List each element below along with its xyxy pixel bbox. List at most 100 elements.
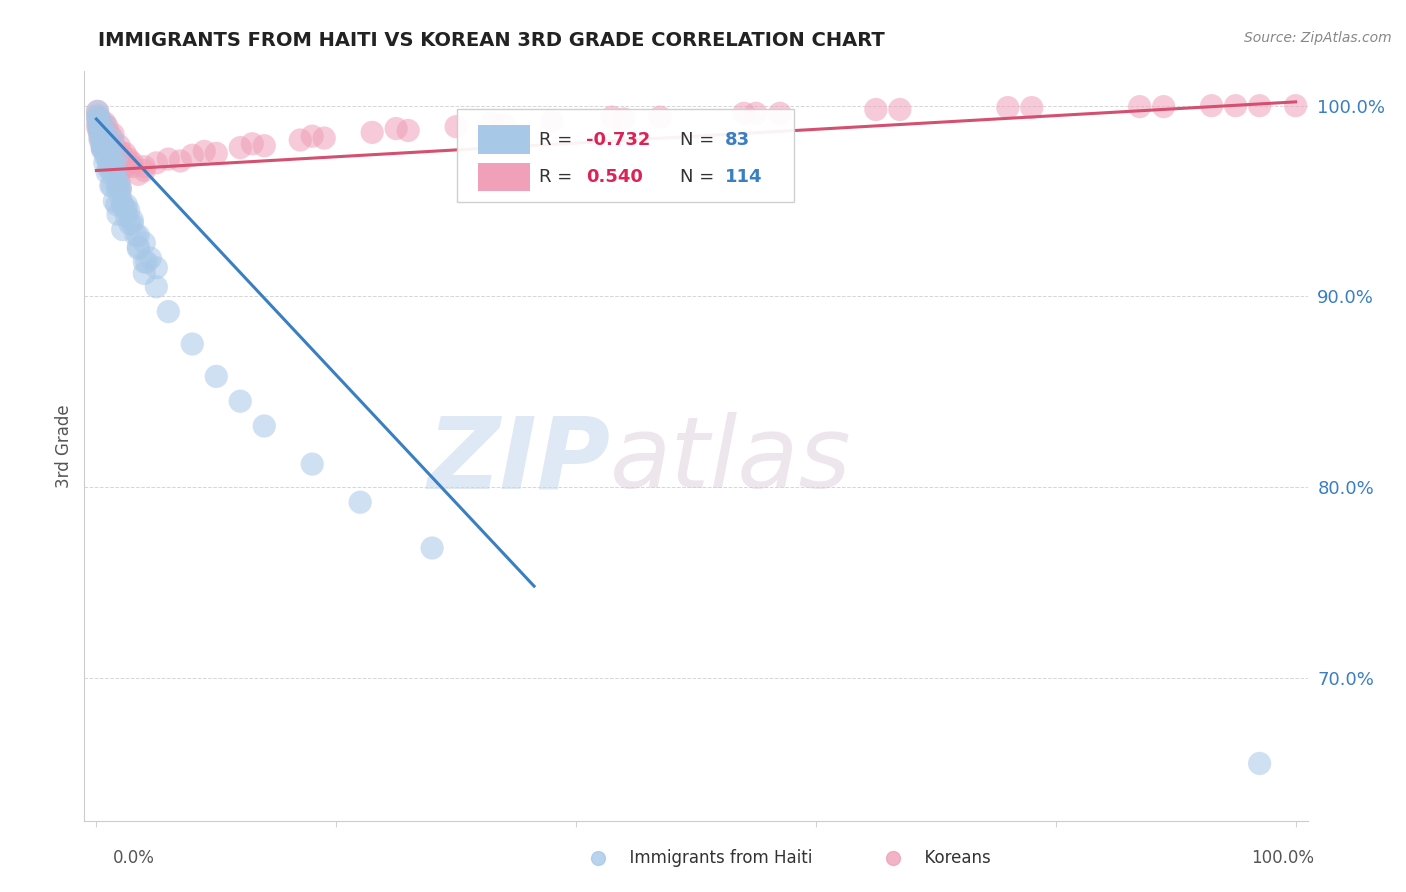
Point — [193, 145, 215, 159]
Point — [114, 146, 136, 161]
Point — [90, 128, 112, 142]
Text: 0.0%: 0.0% — [112, 849, 155, 867]
Point — [115, 209, 138, 223]
Point — [103, 148, 125, 162]
Point — [134, 267, 156, 281]
Point — [290, 133, 312, 147]
Point — [86, 104, 108, 119]
Point — [101, 128, 124, 142]
Point — [104, 165, 127, 179]
Point — [541, 114, 564, 128]
Text: Immigrants from Haiti: Immigrants from Haiti — [619, 849, 813, 867]
Text: 114: 114 — [725, 168, 763, 186]
Point — [107, 207, 129, 221]
Point — [444, 120, 467, 134]
Point — [94, 123, 117, 137]
Point — [100, 148, 122, 162]
Point — [745, 106, 768, 120]
Point — [1225, 98, 1247, 112]
Point — [110, 146, 132, 161]
Text: IMMIGRANTS FROM HAITI VS KOREAN 3RD GRADE CORRELATION CHART: IMMIGRANTS FROM HAITI VS KOREAN 3RD GRAD… — [98, 31, 886, 50]
Point — [93, 140, 117, 154]
Point — [87, 118, 110, 132]
Point — [229, 394, 252, 409]
Point — [93, 156, 117, 170]
Point — [1249, 756, 1271, 771]
Point — [87, 112, 110, 126]
Point — [86, 108, 108, 122]
Point — [108, 148, 131, 162]
Point — [86, 110, 108, 124]
Point — [127, 228, 149, 243]
Point — [96, 131, 118, 145]
Point — [114, 156, 136, 170]
Point — [111, 198, 134, 212]
Point — [253, 138, 276, 153]
Point — [1129, 100, 1152, 114]
Point — [108, 183, 131, 197]
Text: 83: 83 — [725, 130, 751, 149]
Point — [600, 110, 623, 124]
Point — [108, 138, 131, 153]
Point — [94, 128, 117, 142]
Point — [104, 156, 127, 170]
Point — [349, 495, 371, 509]
Point — [100, 178, 122, 193]
Point — [105, 178, 128, 193]
Point — [101, 178, 124, 193]
Point — [107, 180, 129, 194]
Point — [1249, 98, 1271, 112]
Point — [118, 217, 141, 231]
Point — [118, 152, 141, 166]
Point — [110, 183, 132, 197]
Point — [100, 153, 122, 168]
Point — [98, 146, 121, 161]
Point — [103, 146, 125, 161]
Point — [157, 304, 180, 318]
Y-axis label: 3rd Grade: 3rd Grade — [55, 404, 73, 488]
Point — [121, 160, 143, 174]
Point — [115, 160, 138, 174]
Point — [97, 152, 120, 166]
Text: 100.0%: 100.0% — [1251, 849, 1315, 867]
Point — [86, 114, 108, 128]
Point — [105, 160, 128, 174]
Point — [96, 120, 118, 134]
Point — [135, 255, 157, 269]
Point — [101, 146, 124, 161]
Point — [97, 146, 120, 161]
Bar — [478, 125, 530, 153]
Point — [181, 148, 204, 162]
Point — [301, 457, 323, 471]
Point — [101, 133, 124, 147]
Point — [96, 138, 118, 153]
Point — [301, 129, 323, 144]
Point — [205, 146, 228, 161]
Point — [103, 165, 125, 179]
Point — [86, 104, 108, 119]
Text: 0.540: 0.540 — [586, 168, 643, 186]
Point — [1201, 98, 1223, 112]
Text: R =: R = — [540, 130, 578, 149]
Point — [103, 194, 125, 208]
Point — [314, 131, 336, 145]
Point — [91, 135, 114, 149]
Point — [169, 153, 191, 168]
Point — [89, 112, 111, 126]
Point — [97, 138, 120, 153]
Point — [769, 106, 792, 120]
Point — [115, 203, 138, 218]
Point — [121, 217, 143, 231]
Point — [115, 198, 138, 212]
Text: Source: ZipAtlas.com: Source: ZipAtlas.com — [1244, 31, 1392, 45]
Point — [997, 101, 1019, 115]
Point — [103, 156, 125, 170]
Point — [385, 121, 408, 136]
Point — [89, 129, 111, 144]
Point — [89, 120, 111, 134]
Point — [91, 140, 114, 154]
Point — [648, 110, 671, 124]
Point — [1021, 101, 1043, 115]
Point — [96, 165, 118, 179]
Point — [90, 128, 112, 142]
